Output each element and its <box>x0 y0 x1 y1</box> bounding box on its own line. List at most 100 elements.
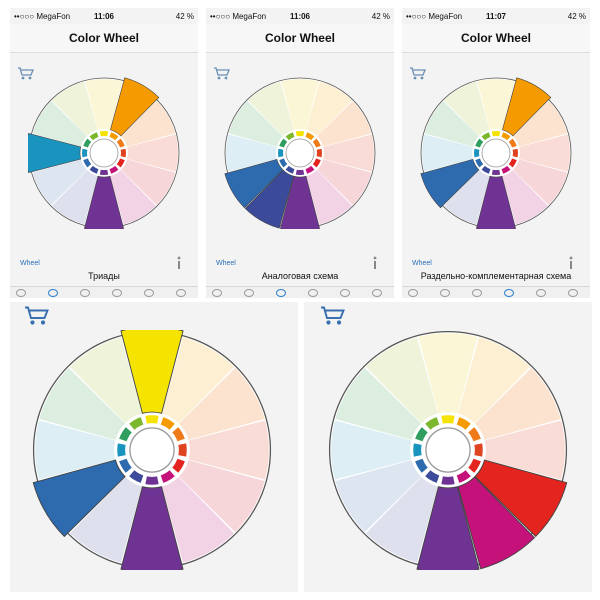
wheel-segment <box>188 420 269 480</box>
hue-swatch <box>89 165 99 174</box>
color-wheel[interactable] <box>328 330 568 570</box>
wheel-segment <box>162 476 235 563</box>
tab-icon[interactable] <box>340 289 350 297</box>
tab-bar <box>402 286 590 298</box>
hue-swatch <box>160 417 175 430</box>
hue-swatch <box>109 132 119 141</box>
hue-swatch <box>413 443 422 457</box>
tab-icon[interactable] <box>408 289 418 297</box>
hue-swatch <box>456 470 471 483</box>
hue-swatch <box>82 148 88 158</box>
wheel-center <box>129 427 175 473</box>
hue-swatch <box>83 158 92 168</box>
hue-swatch <box>441 415 455 424</box>
wheel-segment <box>39 367 126 440</box>
hue-swatch <box>89 132 99 141</box>
hue-swatch <box>145 476 159 485</box>
tab-icon[interactable] <box>212 289 222 297</box>
cart-icon[interactable] <box>408 66 428 80</box>
wheel-link[interactable]: Wheel <box>20 260 40 267</box>
screen-5 <box>304 302 592 592</box>
status-bar: ••○○○ MegaFon 11:07 42 % <box>402 8 590 24</box>
hue-swatch <box>312 158 321 168</box>
hue-swatch <box>279 158 288 168</box>
hue-swatch <box>172 427 185 442</box>
hue-swatch <box>508 138 517 148</box>
wheel-segment <box>444 81 490 136</box>
battery-label: 42 % <box>371 12 390 21</box>
wheel-segment <box>127 134 178 172</box>
color-wheel[interactable] <box>224 77 376 229</box>
tab-icon[interactable] <box>308 289 318 297</box>
color-wheel[interactable] <box>28 77 180 229</box>
wheel-segment <box>32 101 87 147</box>
tab-icon[interactable] <box>372 289 382 297</box>
wheel-segment <box>502 170 548 225</box>
tab-icon[interactable] <box>276 289 286 297</box>
wheel-segment-selected <box>502 77 552 137</box>
screen-2: ••○○○ MegaFon 11:06 42 % Color Wheel Whe… <box>206 8 394 298</box>
wheel-center <box>425 427 471 473</box>
tab-icon[interactable] <box>144 289 154 297</box>
hue-swatch <box>316 148 322 158</box>
tab-icon[interactable] <box>536 289 546 297</box>
tab-icon[interactable] <box>112 289 122 297</box>
hue-swatch <box>99 131 109 137</box>
hue-swatch <box>129 470 144 483</box>
cart-icon[interactable] <box>212 66 232 80</box>
cart-icon[interactable] <box>318 304 348 326</box>
wheel-link[interactable]: Wheel <box>216 260 236 267</box>
clock: 11:06 <box>289 12 311 21</box>
wheel-segment-selected <box>279 175 321 229</box>
wheel-segment-selected <box>120 330 184 414</box>
color-wheel[interactable] <box>32 330 272 570</box>
info-icon[interactable] <box>566 256 576 270</box>
hue-swatch <box>501 132 511 141</box>
wheel-segment <box>69 476 142 563</box>
hue-swatch <box>312 138 321 148</box>
wheel-segment <box>513 101 568 147</box>
wheel-segment-selected <box>28 132 82 174</box>
tab-icon[interactable] <box>80 289 90 297</box>
hue-swatch <box>491 169 501 175</box>
wheel-segment <box>323 134 374 172</box>
wheel-segment-selected <box>457 476 536 570</box>
tab-icon[interactable] <box>440 289 450 297</box>
wheel-segment-selected <box>224 159 284 209</box>
info-icon[interactable] <box>370 256 380 270</box>
hue-swatch <box>491 131 501 137</box>
tab-icon[interactable] <box>176 289 186 297</box>
wheel-segment <box>121 101 176 147</box>
hue-swatch <box>474 443 483 457</box>
wheel-segment-selected <box>32 459 126 538</box>
wheel-segment <box>281 79 319 130</box>
color-wheel[interactable] <box>420 77 572 229</box>
wheel-segment-selected <box>244 169 294 229</box>
hue-swatch <box>481 165 491 174</box>
wheel-segment <box>477 79 515 130</box>
hue-swatch <box>279 138 288 148</box>
tab-icon[interactable] <box>472 289 482 297</box>
tab-icon[interactable] <box>244 289 254 297</box>
tab-icon[interactable] <box>504 289 514 297</box>
hue-swatch <box>475 158 484 168</box>
hue-swatch <box>160 470 175 483</box>
info-icon[interactable] <box>174 256 184 270</box>
cart-icon[interactable] <box>16 66 36 80</box>
tab-icon[interactable] <box>568 289 578 297</box>
cart-icon[interactable] <box>22 304 52 326</box>
wheel-segment <box>418 333 478 414</box>
page-title: Color Wheel <box>402 24 590 53</box>
hue-swatch <box>475 138 484 148</box>
tab-icon[interactable] <box>16 289 26 297</box>
tab-icon[interactable] <box>48 289 58 297</box>
status-bar: ••○○○ MegaFon 11:06 42 % <box>206 8 394 24</box>
wheel-segment <box>519 134 570 172</box>
battery-label: 42 % <box>175 12 194 21</box>
wheel-segment <box>424 101 479 147</box>
hue-swatch <box>285 165 295 174</box>
wheel-link[interactable]: Wheel <box>412 260 432 267</box>
hue-swatch <box>512 148 518 158</box>
status-bar: ••○○○ MegaFon 11:06 42 % <box>10 8 198 24</box>
wheel-segment <box>306 170 352 225</box>
